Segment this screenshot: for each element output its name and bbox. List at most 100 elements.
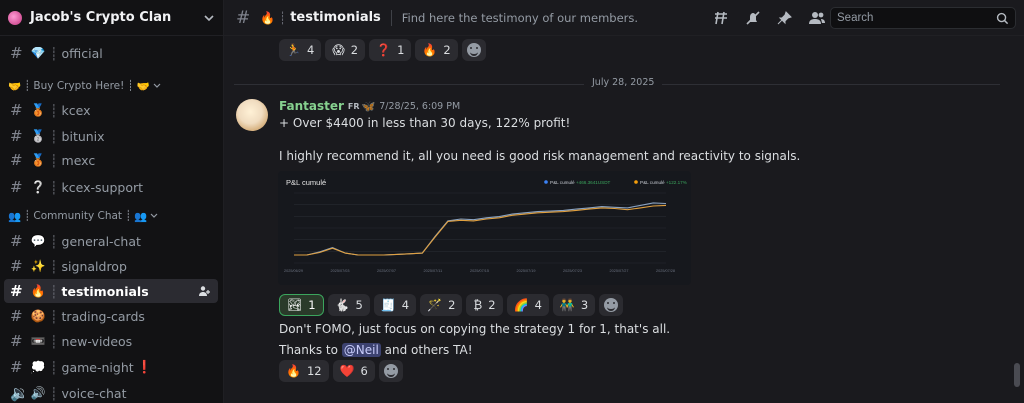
x-tick-label: 2025/07/03 bbox=[331, 269, 350, 273]
reaction-button[interactable]: 🏞 1 bbox=[279, 294, 324, 316]
channel-general-chat[interactable]: # 💬 ┊ general-chat bbox=[4, 229, 218, 253]
message-reactions: 🏞 1 🐇 5 🧾 4 🪄 2 ₿ 2 🌈 4 👬 3 bbox=[279, 294, 627, 316]
search-icon bbox=[996, 12, 1009, 24]
separator: ┊ bbox=[50, 283, 58, 299]
separator: ┊ bbox=[125, 210, 132, 222]
reaction-button[interactable]: ❓ 1 bbox=[369, 39, 412, 61]
reaction-count: 2 bbox=[443, 43, 451, 57]
server-tag[interactable]: FR bbox=[347, 101, 360, 111]
add-reaction-button[interactable] bbox=[461, 39, 486, 61]
reaction-button[interactable]: 🏃 4 bbox=[279, 39, 322, 61]
channel-testimonials[interactable]: # 🔥 ┊ testimonials bbox=[4, 279, 218, 303]
channel-signaldrop[interactable]: # ✨ ┊ signaldrop bbox=[4, 254, 218, 278]
message-line: I highly recommend it, all you need is g… bbox=[279, 149, 801, 163]
channel-name: new-videos bbox=[61, 333, 133, 349]
channel-voice-chat[interactable]: 🔉 🔊 ┊ voice-chat bbox=[4, 381, 218, 403]
channel-emoji: 🔥 bbox=[30, 284, 46, 298]
channel-name: kcex bbox=[61, 102, 91, 118]
timestamp: 7/28/25, 6:09 PM bbox=[379, 100, 461, 112]
chevron-down-icon bbox=[151, 213, 158, 218]
members-icon[interactable] bbox=[808, 10, 826, 26]
channel-name: general-chat bbox=[61, 233, 141, 249]
notifications-muted-icon[interactable] bbox=[744, 10, 762, 26]
category-header[interactable]: 👥 ┊ Community Chat ┊ 👥 bbox=[8, 208, 158, 224]
search-box[interactable] bbox=[830, 7, 1016, 29]
x-tick-label: 2025/07/28 bbox=[656, 269, 675, 273]
pin-icon[interactable] bbox=[776, 10, 794, 26]
reaction-emoji: 🌈 bbox=[513, 298, 529, 312]
chevron-down-icon bbox=[153, 83, 161, 88]
chevron-down-icon[interactable] bbox=[202, 11, 216, 25]
reaction-count: 1 bbox=[397, 43, 405, 57]
separator: ┊ bbox=[50, 152, 58, 168]
reaction-count: 2 bbox=[448, 298, 456, 312]
message-reactions-bottom: 🔥 12 ❤️ 6 bbox=[279, 360, 407, 382]
hash-icon: # bbox=[10, 358, 23, 376]
reaction-emoji: 🔥 bbox=[286, 364, 301, 378]
channel-topic[interactable]: Find here the testimony of our members. bbox=[401, 10, 639, 25]
reaction-emoji: ❤️ bbox=[339, 364, 355, 378]
channel-emoji: 🔊 bbox=[30, 386, 46, 400]
legend-label: P&L cumulé bbox=[640, 180, 665, 185]
reaction-button[interactable]: 👬 3 bbox=[552, 294, 596, 316]
reaction-emoji: 😱 bbox=[332, 43, 345, 57]
channel-emoji: 🥈 bbox=[30, 129, 46, 143]
server-header[interactable]: Jacob's Crypto Clan bbox=[0, 0, 224, 36]
channel-official[interactable]: # 💎 ┊ official bbox=[4, 41, 218, 65]
legend-value: +122.17% bbox=[666, 180, 687, 185]
add-user-icon[interactable] bbox=[198, 285, 210, 297]
reaction-count: 1 bbox=[308, 298, 316, 312]
reaction-button[interactable]: ₿ 2 bbox=[466, 294, 503, 316]
reaction-button[interactable]: 🐇 5 bbox=[327, 294, 370, 316]
channel-mexc[interactable]: # 🥉 ┊ mexc bbox=[4, 148, 218, 172]
reaction-button[interactable]: 🧾 4 bbox=[373, 294, 417, 316]
channel-trading-cards[interactable]: # 🍪 ┊ trading-cards bbox=[4, 304, 218, 328]
channel-game-night[interactable]: # 💭 ┊ game-night ❗ bbox=[4, 355, 218, 379]
author-name[interactable]: Fantaster bbox=[279, 99, 344, 113]
channel-emoji: ❔ bbox=[30, 180, 46, 194]
reaction-count: 2 bbox=[488, 298, 496, 312]
channel-kcex[interactable]: # 🥉 ┊ kcex bbox=[4, 98, 218, 122]
reaction-count: 2 bbox=[350, 43, 359, 57]
channel-emoji: 📼 bbox=[30, 334, 46, 348]
server-icon bbox=[8, 10, 22, 25]
channel-new-videos[interactable]: # 📼 ┊ new-videos bbox=[4, 329, 218, 353]
reaction-button[interactable]: ❤️ 6 bbox=[332, 360, 375, 382]
reaction-emoji: 🧾 bbox=[380, 298, 396, 312]
user-mention[interactable]: @Neil bbox=[341, 343, 381, 357]
reaction-button[interactable]: 🔥 2 bbox=[415, 39, 458, 61]
channel-emoji: 💬 bbox=[30, 234, 46, 248]
channel-header: # 🔥 ┊ testimonials Find here the testimo… bbox=[224, 0, 1024, 36]
reaction-count: 5 bbox=[355, 298, 363, 312]
search-input[interactable] bbox=[837, 12, 996, 24]
add-reaction-button[interactable] bbox=[378, 360, 403, 382]
separator: ┊ bbox=[50, 308, 58, 324]
channel-bitunix[interactable]: # 🥈 ┊ bitunix bbox=[4, 124, 218, 148]
reaction-count: 3 bbox=[580, 298, 589, 312]
header-divider bbox=[390, 9, 392, 26]
hash-icon: # bbox=[10, 332, 23, 350]
channel-name: voice-chat bbox=[61, 385, 127, 401]
scrollbar-track[interactable] bbox=[1012, 37, 1022, 403]
reaction-button[interactable]: 🔥 12 bbox=[279, 360, 329, 382]
channel-title: testimonials bbox=[290, 10, 381, 25]
separator: ┊ bbox=[50, 333, 58, 349]
add-reaction-icon bbox=[604, 298, 619, 312]
avatar[interactable] bbox=[236, 99, 268, 131]
message-line-thanks: Thanks to @Neil and others TA! bbox=[279, 343, 473, 357]
separator: ┊ bbox=[278, 10, 287, 25]
reaction-button[interactable]: 🌈 4 bbox=[506, 294, 549, 316]
channel-kcex-support[interactable]: # ❔ ┊ kcex-support bbox=[4, 175, 218, 199]
separator: ┊ bbox=[50, 45, 58, 61]
reaction-button[interactable]: 🪄 2 bbox=[420, 294, 463, 316]
separator: ┊ bbox=[24, 80, 31, 92]
reaction-button[interactable]: 😱 2 bbox=[325, 39, 366, 61]
thanks-prefix: Thanks to bbox=[279, 343, 338, 357]
threads-icon[interactable] bbox=[712, 10, 730, 26]
add-reaction-button[interactable] bbox=[599, 294, 624, 316]
category-emoji: 👥 bbox=[8, 210, 22, 223]
category-header[interactable]: 🤝 ┊ Buy Crypto Here! ┊ 🤝 bbox=[8, 78, 161, 94]
channel-name: trading-cards bbox=[61, 308, 145, 324]
scrollbar-thumb[interactable] bbox=[1014, 363, 1020, 387]
pnl-chart-image[interactable]: P&L cumulé P&L cumulé +466.3641USDT P&L cum… bbox=[278, 171, 691, 285]
